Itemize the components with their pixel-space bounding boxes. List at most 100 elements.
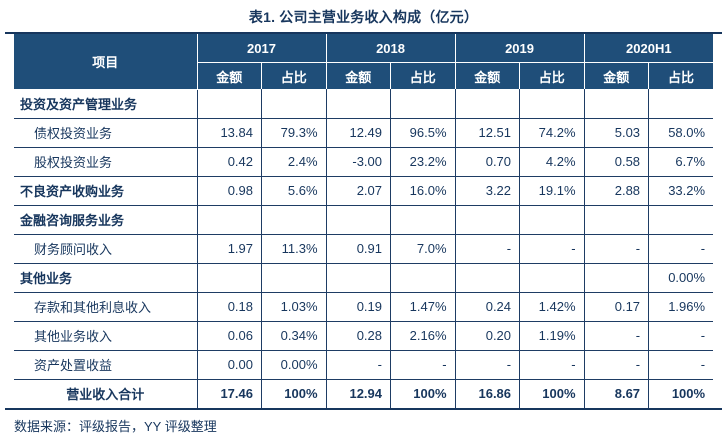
row-label: 不良资产收购业务 bbox=[14, 175, 197, 205]
cell-value bbox=[454, 204, 520, 234]
cell-value bbox=[648, 204, 714, 234]
row-label: 财务顾问收入 bbox=[14, 233, 197, 263]
cell-value: - bbox=[583, 320, 649, 350]
row-label: 股权投资业务 bbox=[14, 146, 197, 176]
cell-value bbox=[261, 89, 327, 118]
cell-value: 74.2% bbox=[519, 117, 585, 147]
cell-value: - bbox=[325, 349, 391, 379]
cell-value: - bbox=[648, 233, 714, 263]
cell-value: 4.2% bbox=[519, 146, 585, 176]
cell-value: 8.67 bbox=[583, 378, 649, 408]
cell-value bbox=[196, 204, 262, 234]
cell-value: 1.96% bbox=[648, 291, 714, 321]
cell-value: - bbox=[390, 349, 456, 379]
cell-value bbox=[519, 204, 585, 234]
cell-value: 2.16% bbox=[390, 320, 456, 350]
cell-value: 0.24 bbox=[454, 291, 520, 321]
cell-value bbox=[583, 262, 649, 292]
data-source-note: 数据来源：评级报告，YY 评级整理 bbox=[14, 418, 217, 434]
cell-value bbox=[390, 204, 456, 234]
cell-value: 96.5% bbox=[390, 117, 456, 147]
cell-value: 12.51 bbox=[454, 117, 520, 147]
cell-value: 0.00% bbox=[648, 262, 714, 292]
amount-subheader: 金额 bbox=[455, 62, 521, 89]
cell-value: 0.34% bbox=[261, 320, 327, 350]
subheader-row: 金额 占比 金额 占比 金额 占比 金额 占比 bbox=[14, 62, 714, 89]
cell-value: 100% bbox=[648, 378, 714, 408]
cell-value: 0.28 bbox=[325, 320, 391, 350]
row-label: 资产处置收益 bbox=[14, 349, 197, 379]
row-label: 其他业务收入 bbox=[14, 320, 197, 350]
cell-value: 0.18 bbox=[196, 291, 262, 321]
share-subheader: 占比 bbox=[519, 62, 585, 89]
cell-value: 12.94 bbox=[325, 378, 391, 408]
table-row: 其他业务 0.00% bbox=[14, 262, 714, 292]
cell-value: 5.03 bbox=[583, 117, 649, 147]
revenue-table-container: 项目 2017 2018 2019 2020H1 金额 占比 金额 占比 金额 占比 金额 占比 投资及… bbox=[5, 32, 722, 410]
cell-value: 0.00% bbox=[261, 349, 327, 379]
cell-value: 0.06 bbox=[196, 320, 262, 350]
cell-value: 19.1% bbox=[519, 175, 585, 205]
table-title: 表1. 公司主营业务收入构成（亿元） bbox=[248, 9, 479, 25]
cell-value bbox=[261, 204, 327, 234]
cell-value: - bbox=[583, 349, 649, 379]
cell-value bbox=[390, 262, 456, 292]
cell-value: 3.22 bbox=[454, 175, 520, 205]
share-subheader: 占比 bbox=[261, 62, 327, 89]
cell-value: 0.58 bbox=[583, 146, 649, 176]
amount-subheader: 金额 bbox=[584, 62, 650, 89]
table-row: 营业收入合计 17.46 100% 12.94 100% 16.86 100% 8.67 100… bbox=[14, 378, 714, 408]
cell-value: 100% bbox=[390, 378, 456, 408]
cell-value: 79.3% bbox=[261, 117, 327, 147]
cell-value bbox=[325, 89, 391, 118]
cell-value: 0.91 bbox=[325, 233, 391, 263]
cell-value: 11.3% bbox=[261, 233, 327, 263]
cell-value: - bbox=[519, 349, 585, 379]
table-row: 财务顾问收入 1.97 11.3% 0.91 7.0% - - - - bbox=[14, 233, 714, 263]
cell-value: 1.19% bbox=[519, 320, 585, 350]
cell-value: 100% bbox=[261, 378, 327, 408]
share-subheader: 占比 bbox=[390, 62, 456, 89]
year-header: 2019 bbox=[455, 34, 585, 63]
cell-value: 13.84 bbox=[196, 117, 262, 147]
share-subheader: 占比 bbox=[648, 62, 714, 89]
cell-value: 2.4% bbox=[261, 146, 327, 176]
cell-value: 0.98 bbox=[196, 175, 262, 205]
cell-value: 2.07 bbox=[325, 175, 391, 205]
table-row: 其他业务收入 0.06 0.34% 0.28 2.16% 0.20 1.19% - - bbox=[14, 320, 714, 350]
cell-value bbox=[454, 89, 520, 118]
cell-value: 0.00 bbox=[196, 349, 262, 379]
table-row: 资产处置收益 0.00 0.00% - - - - - - bbox=[14, 349, 714, 379]
cell-value: 0.70 bbox=[454, 146, 520, 176]
cell-value: 33.2% bbox=[648, 175, 714, 205]
table-row: 不良资产收购业务 0.98 5.6% 2.07 16.0% 3.22 19.1% 2.88 33… bbox=[14, 175, 714, 205]
cell-value: 1.47% bbox=[390, 291, 456, 321]
cell-value bbox=[390, 89, 456, 118]
table-row: 金融咨询服务业务 bbox=[14, 204, 714, 234]
row-label: 金融咨询服务业务 bbox=[14, 204, 197, 234]
cell-value: - bbox=[454, 349, 520, 379]
table-row: 债权投资业务 13.84 79.3% 12.49 96.5% 12.51 74.2% 5.03… bbox=[14, 117, 714, 147]
row-label: 营业收入合计 bbox=[14, 378, 197, 408]
table-header: 项目 2017 2018 2019 2020H1 金额 占比 金额 占比 金额 占比 金额 占比 bbox=[14, 34, 714, 90]
cell-value bbox=[648, 89, 714, 118]
cell-value: 1.03% bbox=[261, 291, 327, 321]
cell-value bbox=[196, 89, 262, 118]
cell-value bbox=[325, 262, 391, 292]
table-body: 投资及资产管理业务 债权投资业务 13.84 79.3% 12.49 96.5% 12.51… bbox=[14, 89, 714, 408]
year-header: 2017 bbox=[197, 34, 327, 63]
cell-value bbox=[454, 262, 520, 292]
cell-value: 1.97 bbox=[196, 233, 262, 263]
amount-subheader: 金额 bbox=[326, 62, 392, 89]
row-label: 其他业务 bbox=[14, 262, 197, 292]
cell-value: - bbox=[648, 349, 714, 379]
item-column-header: 项目 bbox=[14, 34, 198, 90]
cell-value: 17.46 bbox=[196, 378, 262, 408]
year-header: 2020H1 bbox=[584, 34, 714, 63]
cell-value bbox=[583, 204, 649, 234]
cell-value: 16.86 bbox=[454, 378, 520, 408]
cell-value: 0.42 bbox=[196, 146, 262, 176]
table-row: 股权投资业务 0.42 2.4% -3.00 23.2% 0.70 4.2% 0.58 6.7% bbox=[14, 146, 714, 176]
cell-value: 23.2% bbox=[390, 146, 456, 176]
cell-value bbox=[261, 262, 327, 292]
